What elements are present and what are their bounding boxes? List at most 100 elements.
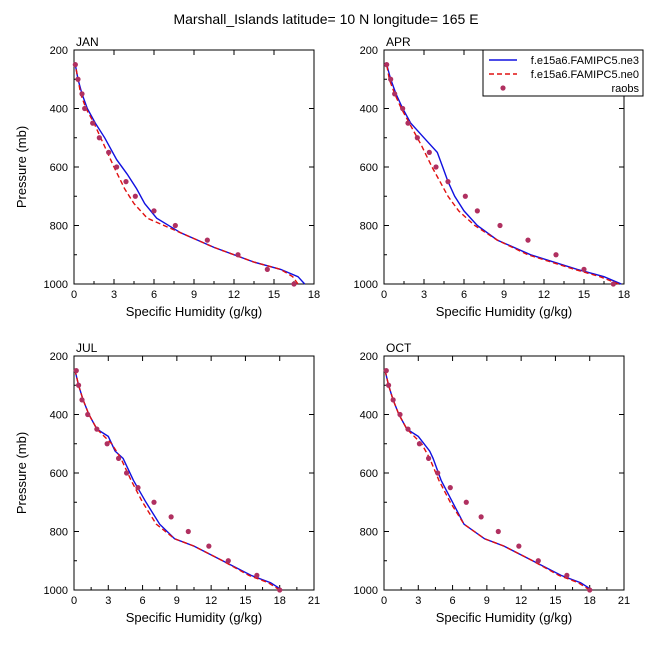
raobs-point [254,572,260,578]
raobs-point [72,62,78,68]
raobs-point [435,470,441,476]
raobs-point [291,281,297,287]
plot-frame [73,355,315,591]
raobs-point [85,411,91,418]
series-line-ne3 [386,64,622,285]
raobs-point [168,514,174,520]
x-tick-label: 3 [105,595,111,607]
raobs-point [94,426,100,432]
series-line-ne3 [384,370,593,591]
x-tick-label: 18 [308,289,320,301]
raobs-point [495,528,501,535]
x-tick-label: 21 [308,595,320,607]
raobs-point [405,426,411,432]
raobs-point [79,91,85,97]
x-tick-label: 6 [461,289,467,301]
y-tick-label: 800 [50,527,68,539]
x-tick-label: 18 [584,595,596,607]
legend: f.e15a6.FAMIPC5.ne3 f.e15a6.FAMIPC5.ne0 ra… [482,49,644,97]
series-line-ne0 [74,370,281,591]
raobs-point [82,105,88,112]
raobs-point [204,237,210,243]
x-tick-label: 18 [618,289,630,301]
panel-title: JAN [76,35,99,49]
raobs-point [235,252,241,258]
raobs-point [383,368,389,374]
x-tick-label: 15 [578,289,590,301]
series-line-ne0 [386,64,619,285]
raobs-point [114,164,120,170]
y-axis-label: Pressure (mb) [14,432,29,514]
x-tick-label: 3 [415,595,421,607]
raobs-point [96,135,102,141]
raobs-point [185,528,191,535]
series-line-ne0 [384,370,591,591]
raobs-point [123,470,130,476]
raobs-point [425,455,432,461]
y-tick-label: 200 [50,45,68,57]
x-tick-label: 6 [450,595,456,607]
raobs-point [553,252,559,258]
raobs-point [151,208,157,214]
panel-oct: 0 3 6 9 12 15 18 21 200 400 600 800 1000 OCT Specific … [354,341,631,625]
raobs-point [564,572,570,578]
y-tick-label: 400 [360,104,378,116]
series-line-ne0 [74,64,299,285]
raobs-point [535,558,541,564]
plot-frame [383,355,625,591]
raobs-point [416,441,423,447]
raobs-point [426,149,432,155]
raobs-point [388,76,394,82]
raobs-point [172,222,178,229]
y-tick-label: 1000 [354,585,378,597]
x-axis-label: Specific Humidity (g/kg) [126,304,263,319]
raobs-point [115,455,122,461]
x-tick-label: 3 [111,289,117,301]
y-tick-label: 400 [360,410,378,422]
raobs-point [75,382,82,388]
x-tick-label: 15 [549,595,561,607]
panel-jan: 0 3 6 9 12 15 18 200 400 600 800 1000 JAN Specific Hu… [14,35,320,319]
raobs-point [90,120,96,126]
raobs-point [135,485,141,491]
raobs-point [463,499,469,505]
plot-frame [73,49,315,285]
x-axis-label: Specific Humidity (g/kg) [126,610,263,625]
x-tick-label: 3 [421,289,427,301]
x-tick-label: 9 [484,595,490,607]
raobs-point [445,179,451,185]
raobs-point [478,514,484,520]
raobs-point [516,543,522,549]
y-tick-label: 400 [50,410,68,422]
raobs-point [392,91,398,97]
raobs-point [497,222,503,229]
raobs-point [384,62,390,68]
raobs-point [79,397,85,403]
raobs-point [447,485,453,491]
raobs-point [587,587,593,593]
raobs-point [277,587,283,593]
raobs-point [397,411,403,418]
raobs-point [385,382,392,388]
y-tick-label: 600 [360,162,378,174]
x-tick-label: 12 [205,595,217,607]
x-tick-label: 9 [191,289,197,301]
legend-label: f.e15a6.FAMIPC5.ne0 [531,69,639,81]
x-tick-label: 9 [174,595,180,607]
y-tick-label: 600 [50,162,68,174]
y-tick-label: 1000 [44,279,68,291]
raobs-point [264,266,270,272]
raobs-point [405,120,411,126]
panel-title: JUL [76,341,98,355]
raobs-point [474,208,480,214]
raobs-point [106,149,112,155]
x-tick-label: 15 [239,595,251,607]
raobs-point [462,193,468,199]
raobs-point [433,164,439,170]
y-tick-label: 600 [50,468,68,480]
panel-jul: 0 3 6 9 12 15 18 21 200 400 600 800 1000 JUL Specific … [14,341,320,625]
x-tick-label: 6 [140,595,146,607]
x-tick-label: 12 [228,289,240,301]
